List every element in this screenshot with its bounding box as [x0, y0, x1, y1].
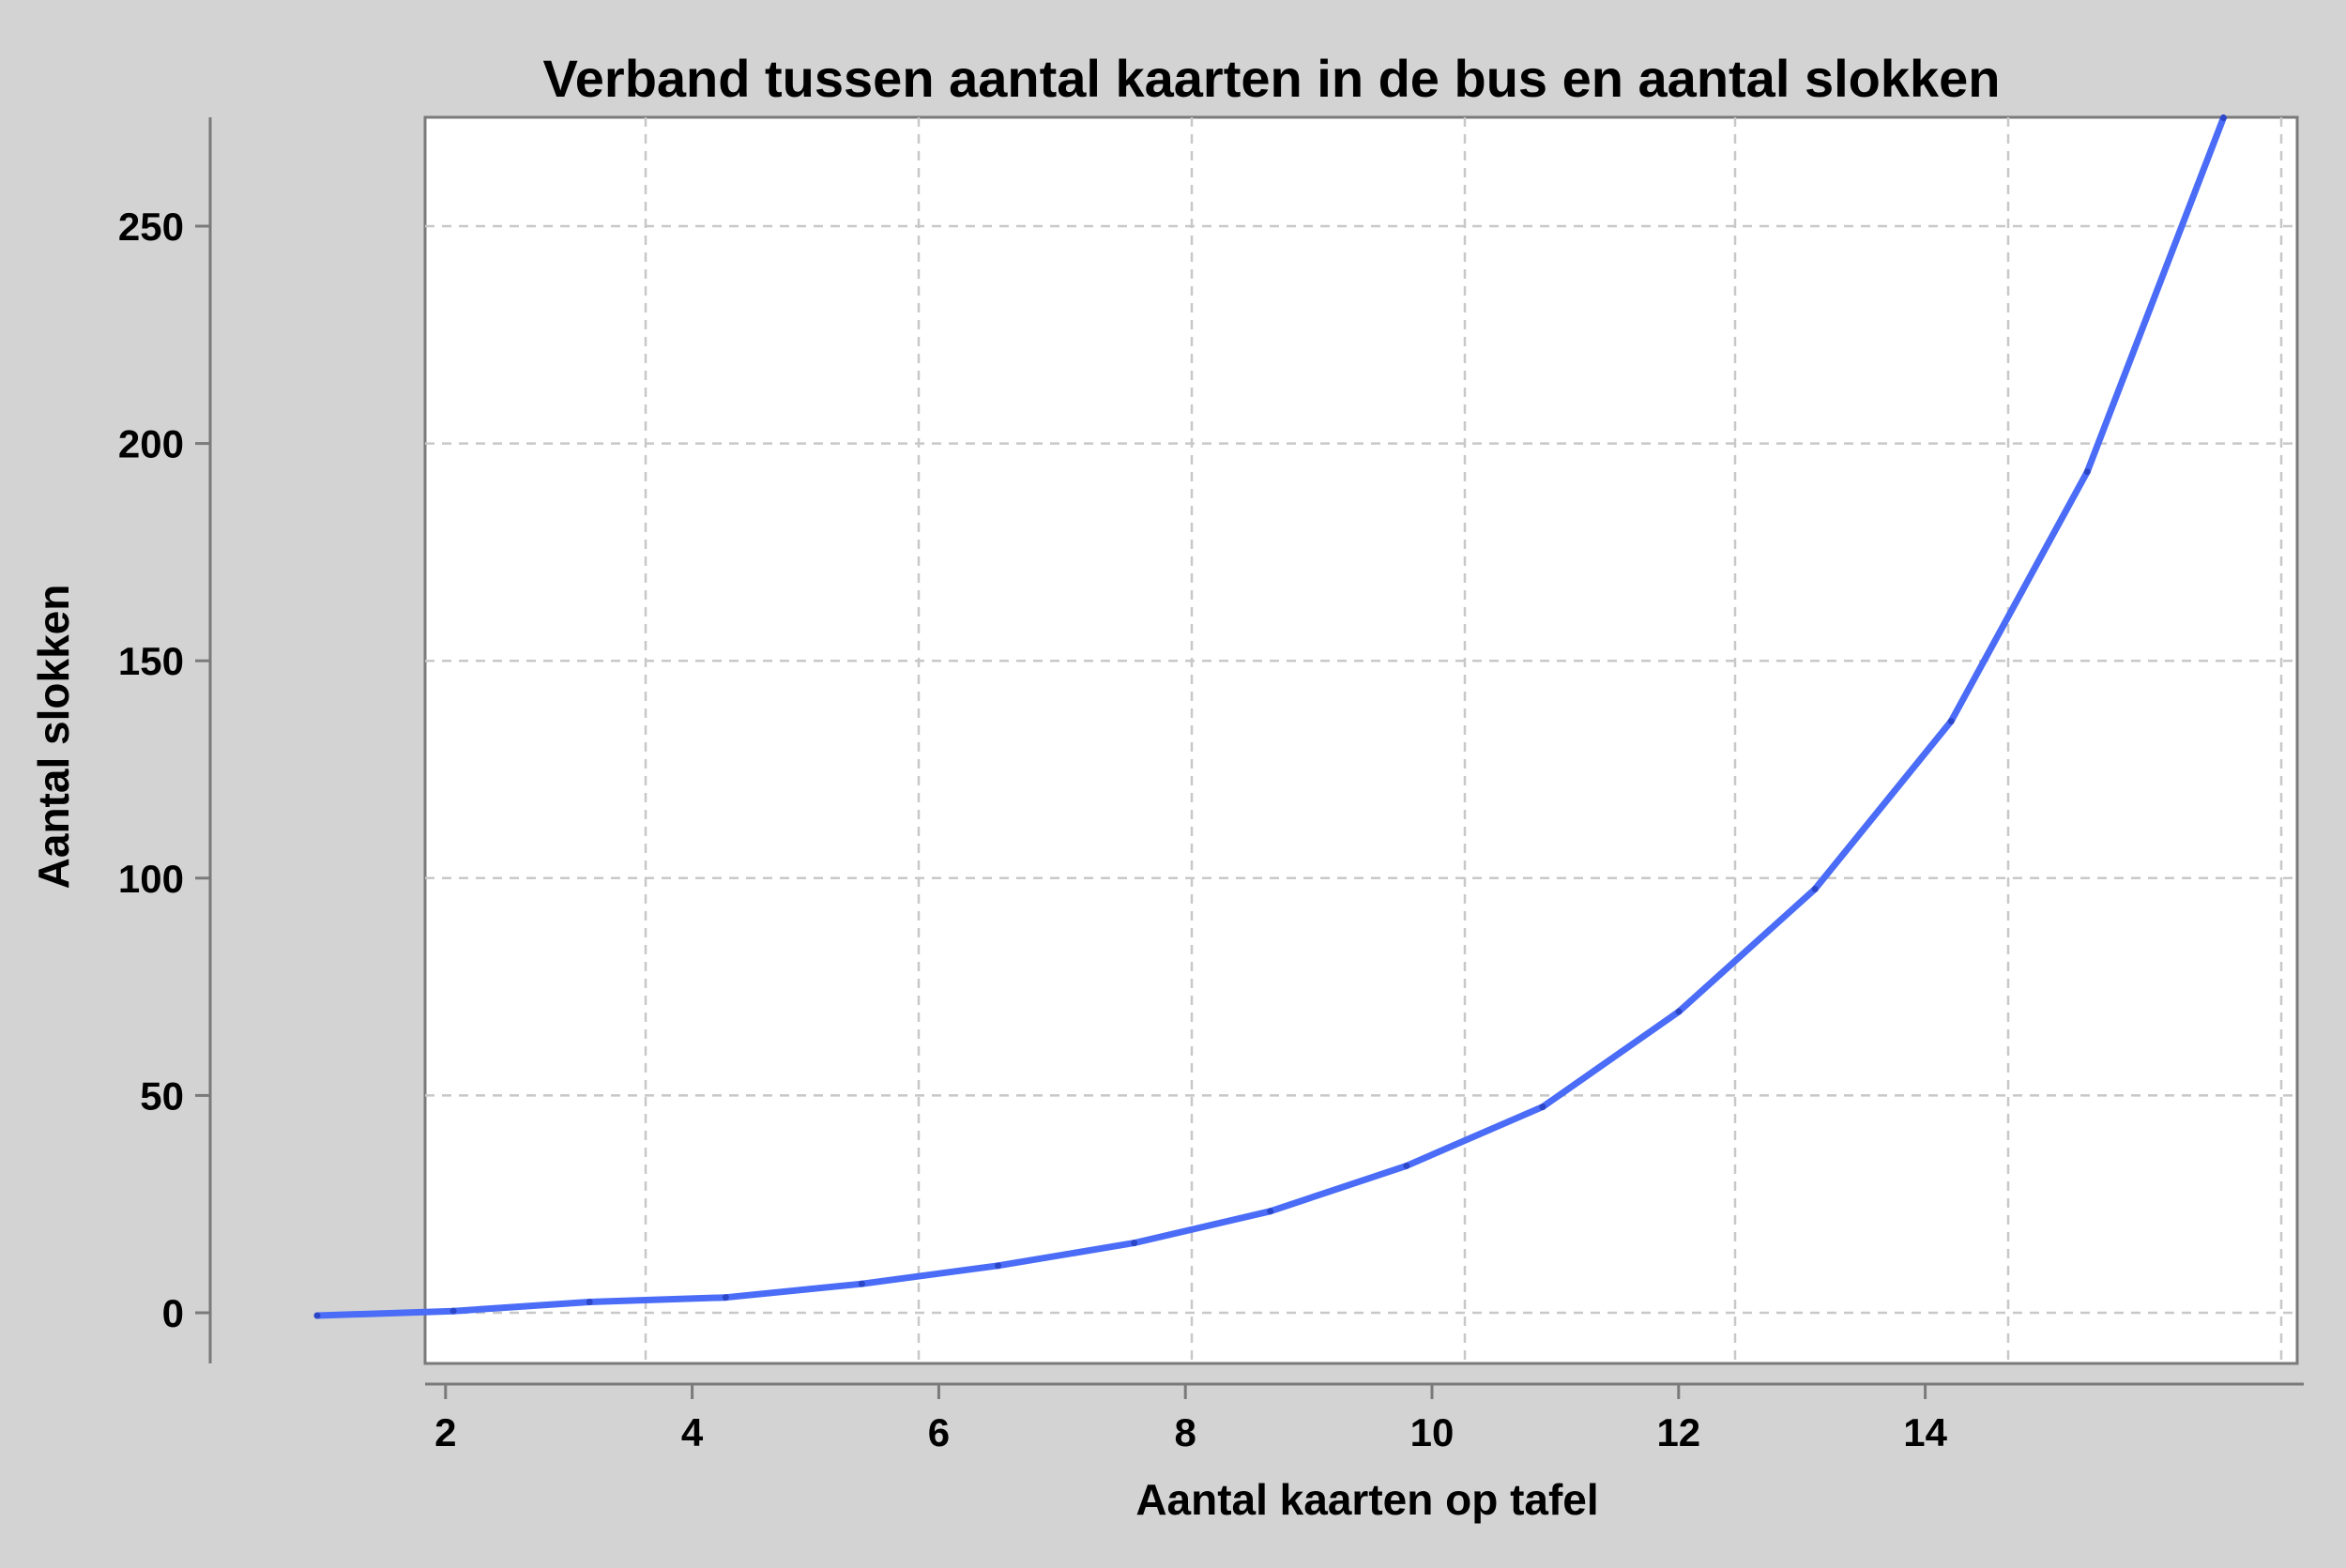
data-point [722, 1294, 729, 1302]
data-point [313, 1312, 321, 1319]
data-point [2219, 114, 2227, 122]
data-point [1675, 1008, 1683, 1015]
x-tick-label: 14 [1903, 1410, 1947, 1454]
x-tick-label: 10 [1410, 1410, 1455, 1454]
data-point [1539, 1104, 1546, 1111]
data-point [1267, 1208, 1274, 1215]
data-point [1947, 718, 1955, 725]
x-tick-label: 6 [928, 1410, 950, 1454]
data-point [449, 1307, 457, 1315]
x-tick-label: 2 [434, 1410, 456, 1454]
y-tick-label: 50 [140, 1073, 184, 1118]
y-tick-label: 200 [118, 422, 184, 466]
x-tick-label: 4 [681, 1410, 704, 1454]
y-axis-label: Aantal slokken [29, 585, 78, 890]
data-point [995, 1262, 1001, 1270]
data-point [2083, 468, 2091, 476]
data-point [1403, 1162, 1410, 1169]
x-axis-label: Aantal kaarten op tafel [1135, 1475, 1598, 1524]
tick-labels: 0 50 100 150 200 250 2 4 6 8 10 12 14 [118, 205, 1948, 1454]
chart-title: Verband tussen aantal kaarten in de bus … [543, 49, 2001, 108]
y-tick-label: 250 [118, 205, 184, 249]
data-point [1131, 1240, 1138, 1247]
data-point [858, 1280, 865, 1287]
data-point [586, 1298, 593, 1305]
x-tick-label: 12 [1656, 1410, 1700, 1454]
plot-area [423, 115, 2299, 1365]
x-tick-label: 8 [1175, 1410, 1196, 1454]
y-tick-label: 100 [118, 857, 184, 901]
data-point [1811, 886, 1819, 893]
y-tick-label: 150 [118, 639, 184, 683]
y-tick-label: 0 [162, 1291, 184, 1335]
axes [195, 117, 2304, 1399]
series-group [313, 114, 2227, 1319]
